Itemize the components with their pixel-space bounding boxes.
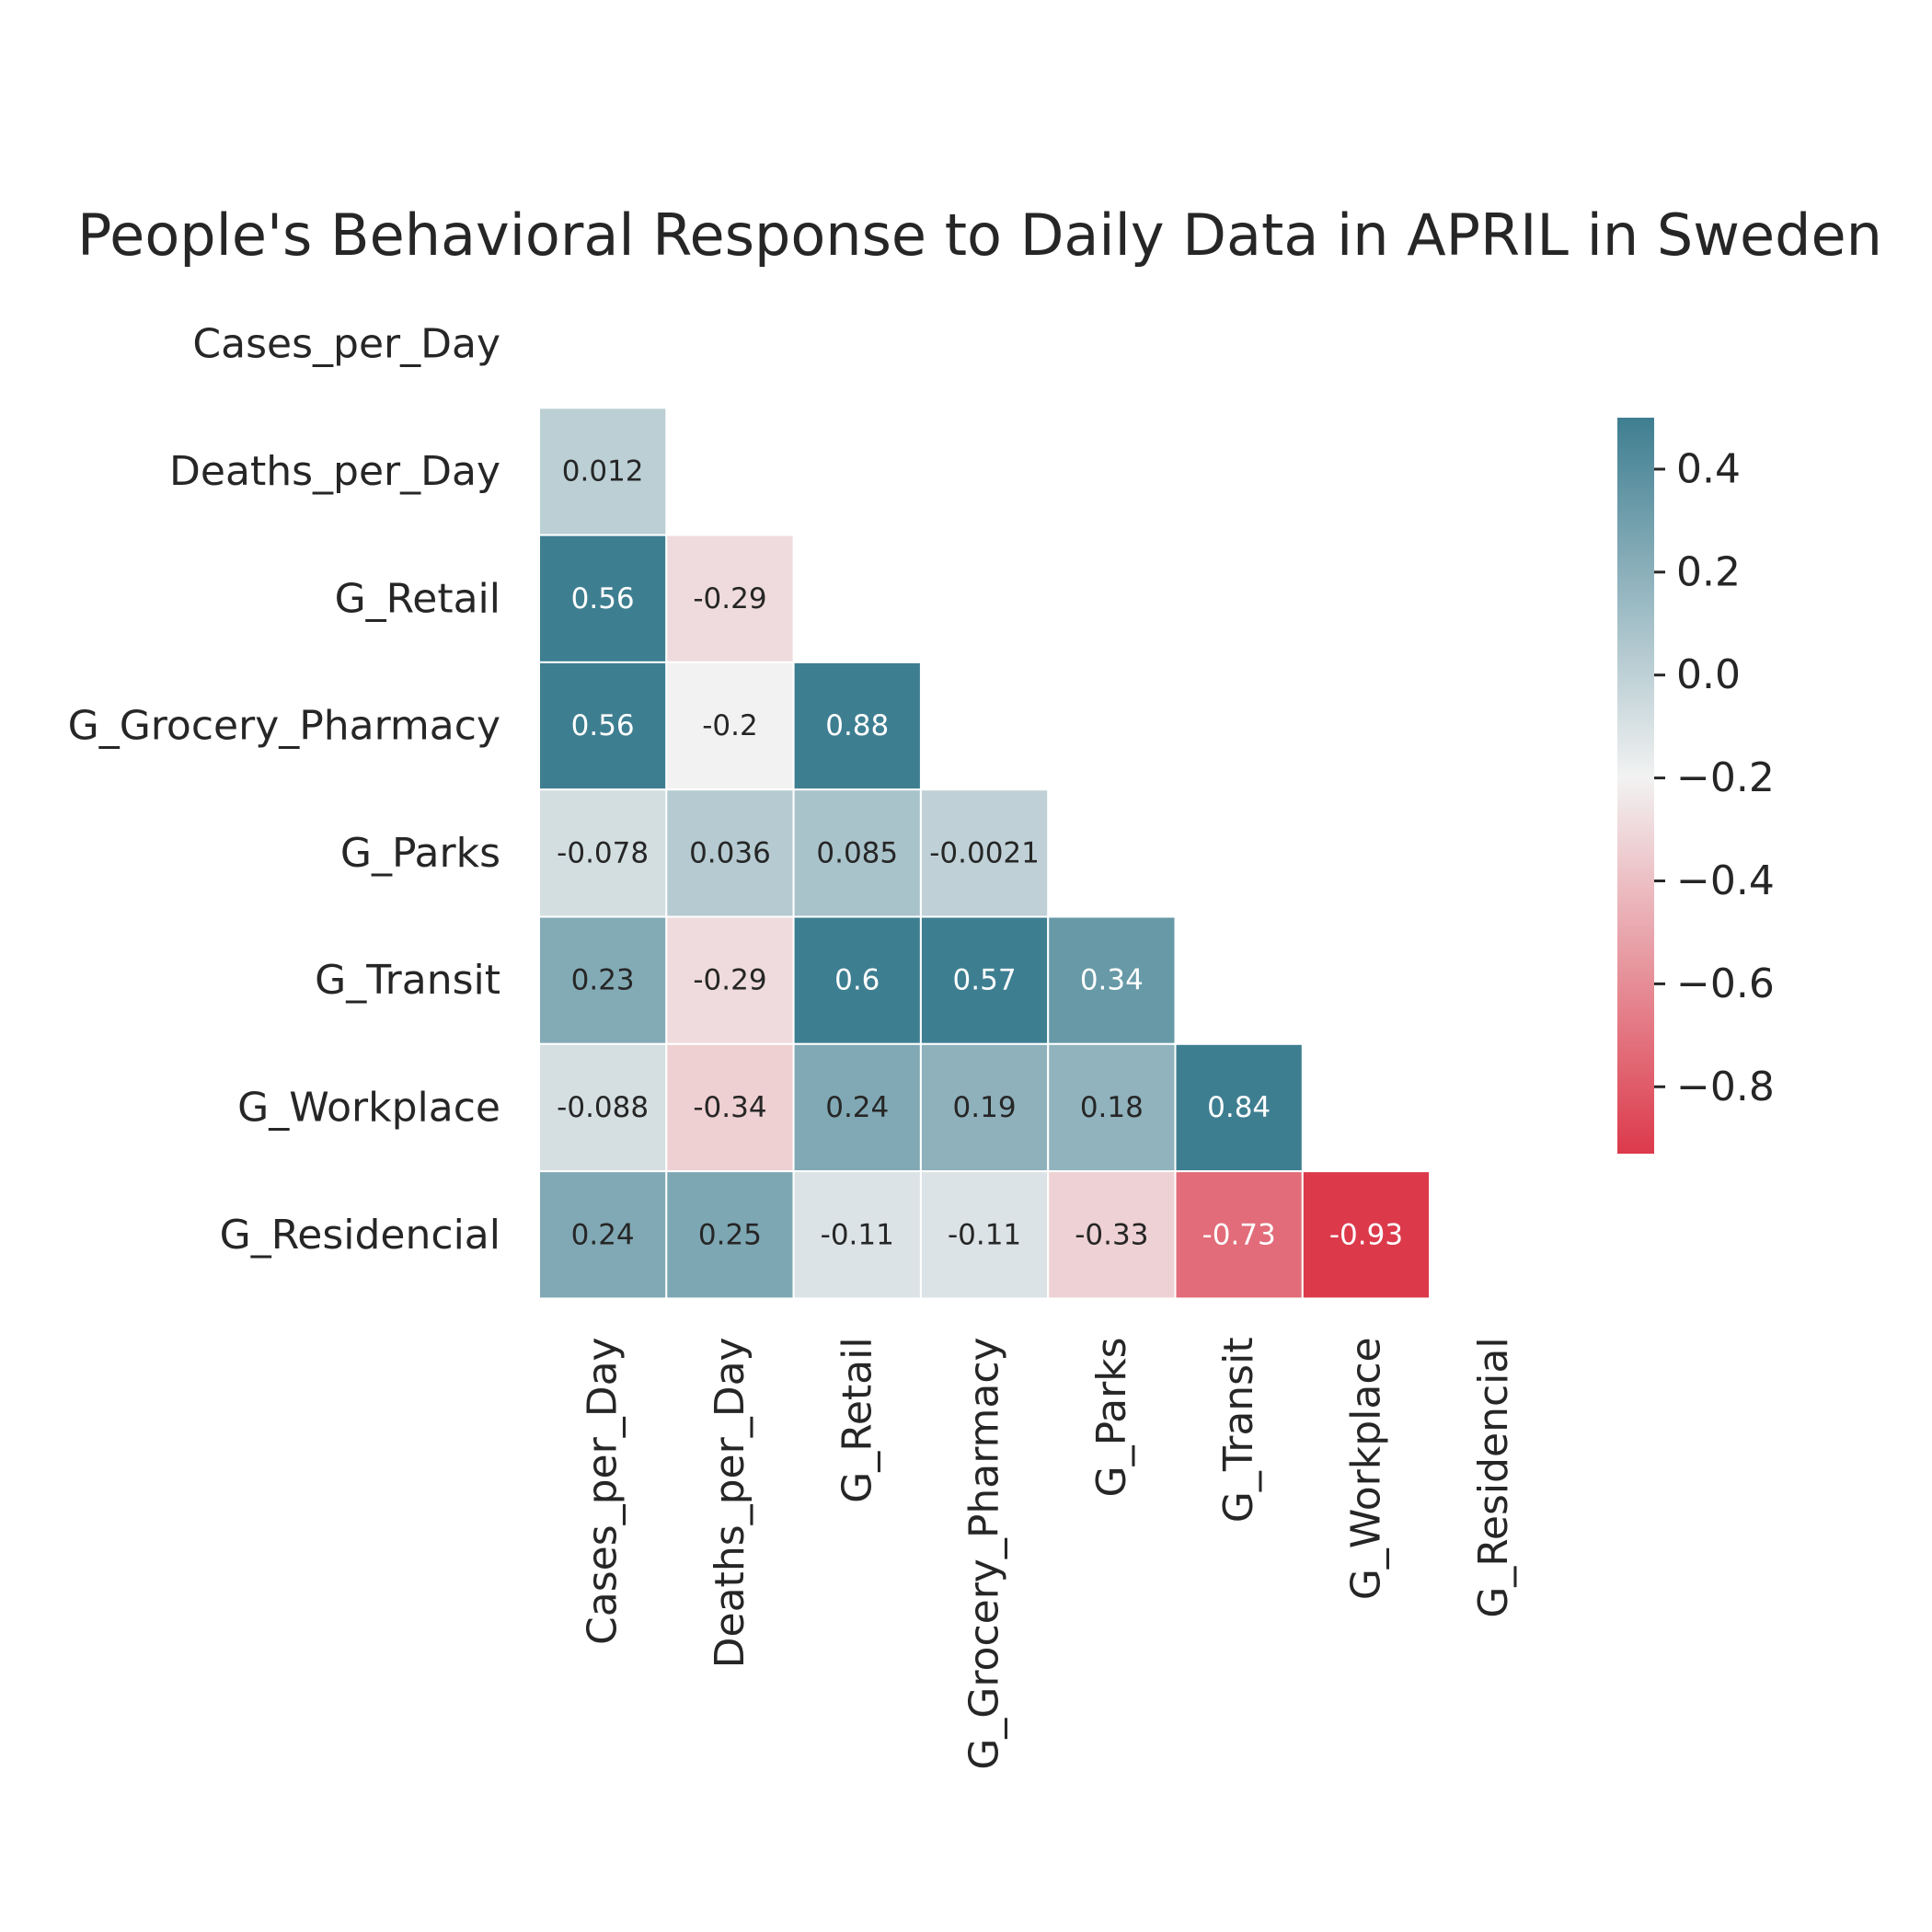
chart-title: People's Behavioral Response to Daily Da… xyxy=(77,201,1882,269)
cell-value-label: 0.23 xyxy=(571,964,635,997)
x-tick-label: G_Residencial xyxy=(1470,1337,1517,1617)
colorbar-tick-label: 0.2 xyxy=(1676,548,1741,595)
x-tick-label: G_Workplace xyxy=(1342,1337,1389,1600)
heatmap-cell xyxy=(665,915,795,1045)
colorbar-ticks: 0.4 0.2 0.0 −0.2 −0.4 −0.6 −0.8 xyxy=(1654,445,1775,1110)
cell-value-label: -0.73 xyxy=(1202,1218,1276,1251)
colorbar-tick-label: −0.4 xyxy=(1676,857,1775,904)
cell-value-label: -0.088 xyxy=(557,1091,649,1124)
y-tick-label: G_Retail xyxy=(335,575,500,622)
cell-value-label: -0.33 xyxy=(1075,1218,1148,1251)
cell-value-label: 0.88 xyxy=(825,709,889,742)
y-axis-tick-labels: Cases_per_Day Deaths_per_Day G_Retail G_Gro… xyxy=(68,321,500,1259)
colorbar-tick-label: 0.4 xyxy=(1676,445,1741,492)
y-tick-label: G_Workplace xyxy=(237,1084,500,1131)
heatmap-cell xyxy=(919,1042,1050,1173)
cell-value-label: 0.34 xyxy=(1080,964,1144,997)
heatmap-cell xyxy=(792,661,922,791)
cell-value-label: 0.24 xyxy=(571,1218,635,1251)
heatmap-cell xyxy=(1047,1042,1177,1173)
colorbar-tick-label: 0.0 xyxy=(1676,651,1741,698)
cell-value-label: -0.11 xyxy=(948,1218,1021,1251)
x-tick-label: Deaths_per_Day xyxy=(707,1337,753,1668)
heatmap-cells: 0.012 0.56 -0.29 0.56 -0.2 0.88 -0.078 0.036 0.0… xyxy=(538,407,1432,1300)
cell-value-label: -0.11 xyxy=(821,1218,894,1251)
cell-value-label: 0.56 xyxy=(571,582,635,615)
cell-value-label: -0.078 xyxy=(557,836,649,869)
y-tick-label: Deaths_per_Day xyxy=(169,448,500,495)
cell-value-label: -0.29 xyxy=(693,964,766,997)
heatmap-cell xyxy=(665,1170,795,1300)
cell-value-label: -0.0021 xyxy=(929,836,1040,869)
heatmap-cell xyxy=(538,534,668,663)
y-tick-label: G_Residencial xyxy=(220,1212,500,1259)
heatmap-cell xyxy=(919,788,1050,918)
colorbar: 0.4 0.2 0.0 −0.2 −0.4 −0.6 −0.8 xyxy=(1617,418,1775,1154)
cell-value-label: -0.34 xyxy=(693,1091,766,1124)
colorbar-tick-label: −0.8 xyxy=(1676,1064,1775,1110)
heatmap-cell xyxy=(665,1042,795,1173)
colorbar-tick-label: −0.6 xyxy=(1676,960,1775,1007)
cell-value-label: 0.24 xyxy=(825,1091,889,1124)
heatmap-cell xyxy=(1174,1042,1304,1173)
x-tick-label: G_Retail xyxy=(834,1337,880,1502)
heatmap-cell xyxy=(919,915,1050,1045)
heatmap-cell xyxy=(538,1042,668,1173)
cell-value-label: -0.93 xyxy=(1329,1218,1403,1251)
heatmap-cell xyxy=(1174,1170,1304,1300)
cell-value-label: 0.56 xyxy=(571,709,635,742)
x-tick-label: G_Transit xyxy=(1215,1337,1262,1523)
y-tick-label: G_Grocery_Pharmacy xyxy=(68,703,500,750)
cell-value-label: 0.18 xyxy=(1080,1091,1144,1124)
cell-value-label: 0.036 xyxy=(689,836,771,869)
heatmap-cell xyxy=(538,1170,668,1300)
x-tick-label: Cases_per_Day xyxy=(580,1337,627,1645)
heatmap-cell xyxy=(1047,915,1177,1045)
cell-value-label: 0.19 xyxy=(953,1091,1017,1124)
cell-value-label: -0.29 xyxy=(693,582,766,615)
heatmap-cell xyxy=(538,661,668,791)
heatmap-cell xyxy=(1301,1170,1432,1300)
cell-value-label: -0.2 xyxy=(702,709,758,742)
cell-value-label: 0.085 xyxy=(816,836,898,869)
heatmap-cell xyxy=(792,1042,922,1173)
heatmap-cell xyxy=(665,534,795,663)
heatmap-cell xyxy=(919,1170,1050,1300)
x-tick-label: G_Grocery_Pharmacy xyxy=(961,1337,1008,1769)
y-tick-label: G_Transit xyxy=(315,957,500,1004)
cell-value-label: 0.25 xyxy=(698,1218,762,1251)
cell-value-label: 0.6 xyxy=(834,964,880,997)
heatmap-cell xyxy=(538,407,668,536)
colorbar-gradient xyxy=(1617,418,1654,1154)
x-axis-tick-labels: Cases_per_Day Deaths_per_Day G_Retail G_Gro… xyxy=(580,1337,1517,1769)
x-tick-label: G_Parks xyxy=(1088,1337,1135,1497)
colorbar-tick-label: −0.2 xyxy=(1676,754,1775,801)
y-tick-label: Cases_per_Day xyxy=(192,321,500,368)
heatmap-cell xyxy=(665,788,795,918)
cell-value-label: 0.012 xyxy=(562,454,644,488)
cell-value-label: 0.84 xyxy=(1207,1091,1271,1124)
cell-value-label: 0.57 xyxy=(953,964,1017,997)
y-tick-label: G_Parks xyxy=(340,830,500,877)
